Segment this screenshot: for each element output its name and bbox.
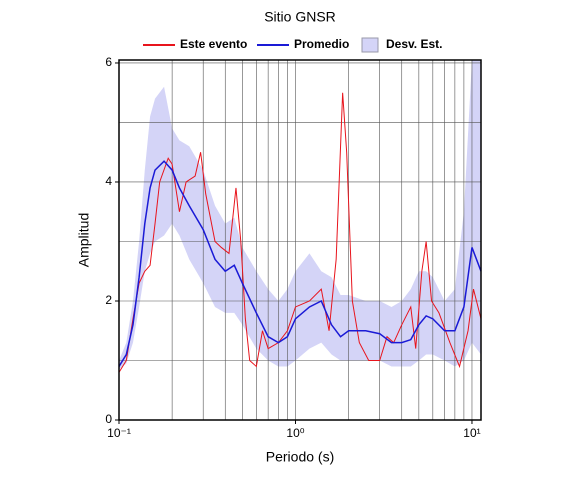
chart-title: Sitio GNSR: [264, 9, 336, 25]
legend-label: Este evento: [180, 37, 247, 51]
x-axis-label: Periodo (s): [266, 449, 334, 465]
std-band: [119, 60, 481, 370]
series-line: [118, 92, 482, 373]
y-axis-label: Amplitud: [76, 213, 92, 267]
legend-label: Desv. Est.: [386, 37, 442, 51]
y-tick-label: 2: [105, 293, 112, 307]
series-line: [118, 160, 482, 367]
x-tick-label: 10¹: [463, 426, 480, 440]
y-tick-label: 6: [105, 55, 112, 69]
x-tick-label: 10⁻¹: [107, 426, 131, 440]
legend-label: Promedio: [294, 37, 349, 51]
plot-frame: [118, 59, 482, 421]
y-tick-label: 4: [105, 174, 112, 188]
legend-swatch: [361, 37, 379, 53]
x-tick-label: 10⁰: [286, 426, 304, 440]
y-tick-label: 0: [105, 412, 112, 426]
